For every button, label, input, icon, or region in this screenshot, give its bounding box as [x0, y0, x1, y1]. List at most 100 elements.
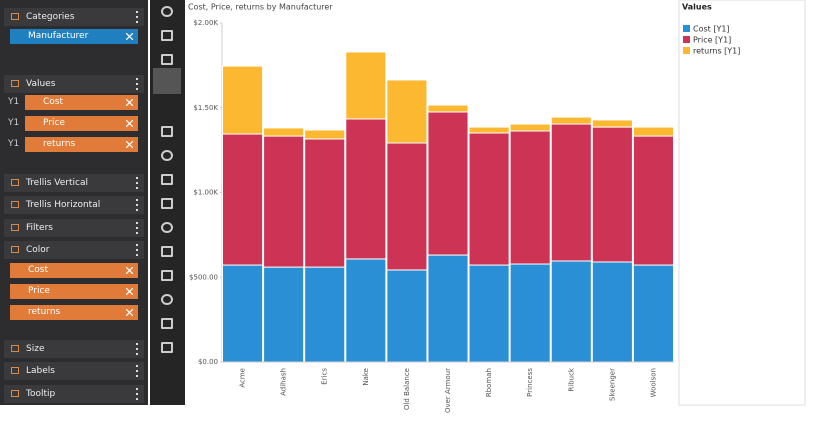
bar-segment: [345, 118, 387, 260]
tool-button[interactable]: [161, 6, 173, 17]
x-tick-label: Over Armour: [444, 368, 452, 413]
bar-segment: [345, 51, 387, 120]
legend-label: Cost [Y1]: [693, 25, 730, 34]
section-header[interactable]: Color: [4, 241, 144, 259]
tool-button[interactable]: [161, 30, 173, 41]
chip-label: Cost: [43, 97, 64, 107]
bar-segment: [427, 111, 469, 256]
x-tick-label: Ribuck: [567, 367, 575, 392]
chip-label: Price: [28, 286, 50, 296]
section-header[interactable]: Tooltip: [4, 385, 144, 403]
bar-segment: [304, 138, 346, 268]
chip-label: returns: [28, 307, 61, 317]
section-title: Tooltip: [26, 389, 56, 399]
field-chip[interactable]: returns: [10, 305, 138, 320]
bar-segment: [468, 126, 510, 134]
section-title: Categories: [26, 12, 75, 22]
remove-button[interactable]: [126, 141, 133, 148]
bar-segment: [427, 104, 469, 113]
tool-button[interactable]: [161, 54, 173, 65]
x-tick-label: Woolson: [649, 368, 657, 397]
legend-swatch: [683, 25, 690, 32]
bar-segment: [427, 254, 469, 363]
y-tick-label: $0.00: [198, 358, 218, 366]
field-chip[interactable]: Cost: [10, 263, 138, 278]
x-tick-label: Nake: [362, 368, 370, 386]
section-header[interactable]: Categories: [4, 8, 144, 26]
section-title: Filters: [26, 223, 53, 233]
axis-label: Y1: [8, 118, 20, 128]
field-chip[interactable]: Price: [25, 116, 138, 131]
bar-segment: [386, 269, 428, 363]
section-header[interactable]: Trellis Horizontal: [4, 196, 144, 214]
section-header[interactable]: Size: [4, 340, 144, 358]
chart-title: Cost, Price, returns by Manufacturer: [188, 3, 333, 12]
menu-button[interactable]: [136, 388, 138, 400]
tool-button[interactable]: [153, 68, 181, 94]
tool-button[interactable]: [161, 246, 173, 257]
tool-button[interactable]: [161, 318, 173, 329]
bar-segment: [632, 264, 675, 363]
menu-button[interactable]: [136, 177, 138, 189]
field-chip[interactable]: Cost: [25, 95, 138, 110]
section-title: Labels: [26, 366, 55, 376]
bar-segment: [222, 133, 264, 266]
tool-button[interactable]: [161, 174, 173, 185]
remove-button[interactable]: [126, 99, 133, 106]
menu-button[interactable]: [136, 343, 138, 355]
tool-button[interactable]: [161, 294, 173, 305]
x-tick-label: Rbomah: [485, 368, 493, 397]
tool-button[interactable]: [161, 222, 173, 233]
bar-segment: [222, 65, 264, 135]
bar-segment: [222, 264, 264, 363]
bar-segment: [509, 263, 551, 363]
tool-button[interactable]: [161, 198, 173, 209]
field-chip[interactable]: returns: [25, 137, 138, 152]
y-tick-label: $2.00K: [193, 19, 218, 27]
menu-button[interactable]: [136, 365, 138, 377]
section-icon: [11, 367, 19, 374]
bar-segment: [591, 126, 633, 263]
tool-button[interactable]: [161, 270, 173, 281]
legend-swatch: [683, 36, 690, 43]
bar-segment: [509, 123, 551, 132]
bar-segment: [632, 126, 675, 137]
x-tick-label: Princess: [526, 368, 534, 397]
axis-label: Y1: [8, 139, 20, 149]
bar-segment: [263, 127, 305, 137]
remove-button[interactable]: [126, 267, 133, 274]
remove-button[interactable]: [126, 288, 133, 295]
field-chip[interactable]: Manufacturer: [10, 29, 138, 44]
section-header[interactable]: Trellis Vertical: [4, 174, 144, 192]
section-header[interactable]: Filters: [4, 219, 144, 237]
tool-button[interactable]: [161, 342, 173, 353]
menu-button[interactable]: [136, 78, 138, 90]
y-tick-label: $500.00: [189, 273, 218, 281]
section-icon: [11, 80, 19, 87]
bar-segment: [591, 261, 633, 363]
menu-button[interactable]: [136, 199, 138, 211]
section-title: Trellis Horizontal: [26, 200, 101, 210]
menu-button[interactable]: [136, 222, 138, 234]
tool-button[interactable]: [161, 126, 173, 137]
bar-segment: [263, 266, 305, 363]
field-chip[interactable]: Price: [10, 284, 138, 299]
section-header[interactable]: Labels: [4, 362, 144, 380]
chip-label: returns: [43, 139, 76, 149]
remove-button[interactable]: [126, 33, 133, 40]
section-icon: [11, 246, 19, 253]
remove-button[interactable]: [126, 120, 133, 127]
remove-button[interactable]: [126, 309, 133, 316]
bar-segment: [550, 123, 592, 262]
bar-segment: [550, 260, 592, 363]
legend-label: Price [Y1]: [693, 36, 731, 45]
bar-segment: [386, 79, 428, 144]
menu-button[interactable]: [136, 244, 138, 256]
section-icon: [11, 345, 19, 352]
bar-segment: [509, 130, 551, 265]
menu-button[interactable]: [136, 11, 138, 23]
section-icon: [11, 201, 19, 208]
section-header[interactable]: Values: [4, 75, 144, 93]
y-tick-label: $1.50K: [193, 104, 218, 112]
tool-button[interactable]: [161, 150, 173, 161]
